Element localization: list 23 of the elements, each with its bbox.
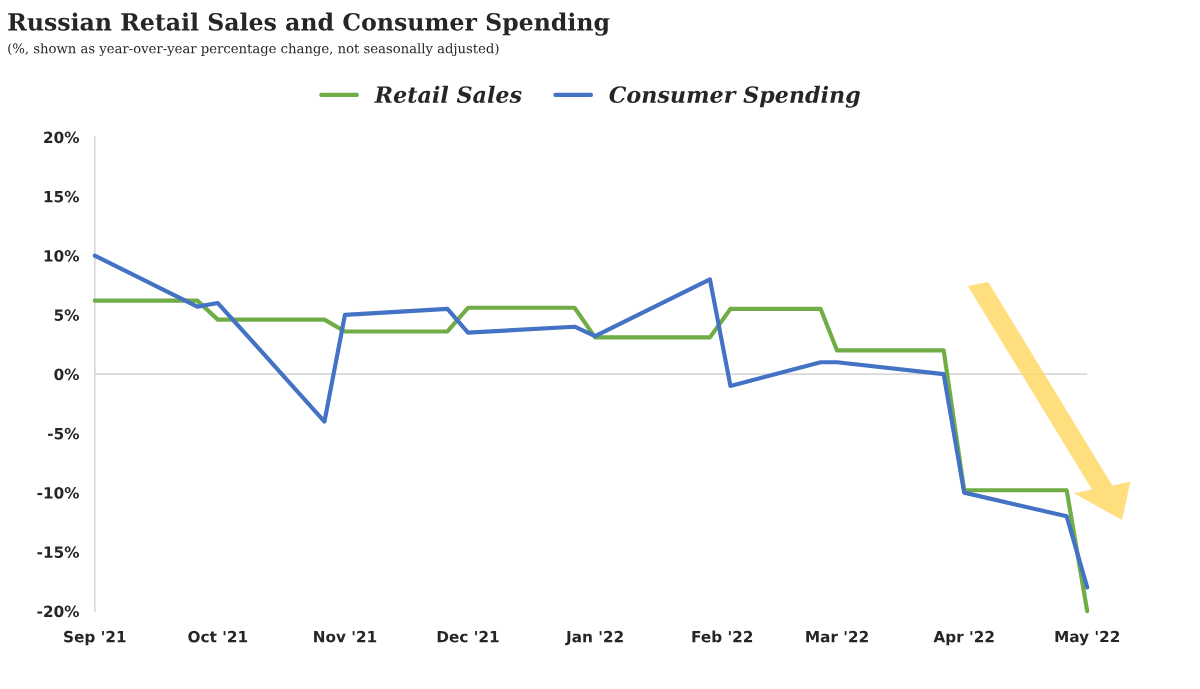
y-tick-label: -10% [37, 487, 80, 499]
legend-label: Consumer Spending [609, 85, 860, 108]
x-tick-label: Oct '21 [188, 630, 248, 643]
y-tick-label: 10% [44, 250, 80, 262]
x-tick-label: Feb '22 [692, 630, 753, 643]
x-tick-label: Dec '21 [437, 630, 499, 643]
legend-label: Retail Sales [374, 85, 522, 104]
x-tick-label: Mar '22 [806, 630, 868, 643]
x-tick-label: Sep '21 [64, 630, 126, 646]
chart-subtitle: (%, shown as year-over-year percentage change, not seasonally adjusted) [8, 43, 499, 57]
y-tick-label: -20% [37, 605, 80, 618]
x-tick-label: Nov '21 [314, 630, 377, 643]
y-tick-label: 5% [54, 309, 80, 321]
line-series [92, 253, 1090, 590]
chart-title: Russian Retail Sales and Consumer Spending [8, 12, 610, 36]
x-tick-label: Jan '22 [565, 630, 623, 646]
y-tick-label: -5% [48, 427, 80, 440]
y-tick-label: 0% [54, 368, 80, 381]
y-tick-label: 20% [44, 131, 80, 144]
x-tick-label: Apr '22 [933, 630, 994, 646]
y-tick-label: 15% [44, 190, 80, 203]
x-tick-label: May '22 [1055, 630, 1119, 646]
y-tick-label: -15% [37, 546, 80, 558]
